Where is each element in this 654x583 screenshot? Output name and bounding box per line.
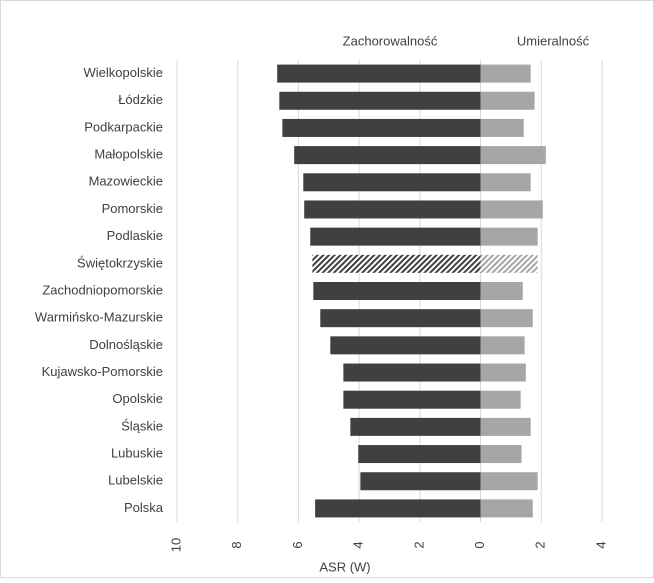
y-tick-label: Małopolskie — [94, 147, 163, 162]
y-tick-label: Śląskie — [121, 418, 163, 433]
bar — [480, 390, 521, 409]
bar — [343, 363, 481, 382]
y-tick-label: Świętokrzyskie — [77, 255, 163, 270]
y-tick-label: Warmińsko-Mazurskie — [35, 310, 163, 325]
y-tick-label: Wielkopolskie — [84, 65, 163, 80]
bar — [480, 227, 538, 246]
x-axis-label: ASR (W) — [319, 559, 370, 574]
y-tick-label: Opolskie — [112, 391, 163, 406]
bar — [303, 173, 481, 192]
bar — [480, 254, 538, 273]
bar — [358, 445, 481, 464]
bar — [480, 363, 526, 382]
bar — [304, 200, 481, 219]
bar — [320, 309, 481, 328]
x-tick-label: 10 — [168, 538, 183, 552]
x-tick-label: 2 — [533, 541, 548, 548]
bar — [313, 282, 481, 300]
legend-label: Umieralność — [517, 33, 590, 48]
bar — [480, 91, 535, 110]
bar — [312, 254, 481, 273]
bar — [480, 445, 522, 464]
bar — [480, 173, 531, 192]
y-tick-label: Lubuskie — [111, 445, 163, 460]
legend-label: Zachorowalność — [343, 33, 438, 48]
bar — [310, 227, 481, 246]
bar — [343, 390, 481, 409]
bar — [480, 499, 533, 518]
bar — [480, 282, 523, 300]
bar — [294, 146, 481, 165]
bar — [480, 146, 546, 165]
x-tick-label: 2 — [411, 541, 426, 548]
bar — [282, 118, 481, 137]
y-tick-label: Dolnośląskie — [89, 337, 163, 352]
y-tick-label: Kujawsko-Pomorskie — [42, 364, 163, 379]
y-tick-label: Łódzkie — [118, 92, 163, 107]
bar — [480, 472, 538, 491]
bar — [277, 64, 481, 83]
bar — [480, 200, 543, 219]
bar — [480, 417, 531, 436]
x-tick-label: 4 — [593, 541, 608, 548]
y-tick-label: Polska — [124, 500, 164, 515]
bar — [480, 64, 531, 83]
bar — [480, 336, 525, 355]
bar — [480, 309, 533, 328]
y-tick-label: Zachodniopomorskie — [42, 282, 163, 297]
x-tick-label: 0 — [472, 541, 487, 548]
x-tick-label: 4 — [351, 541, 366, 548]
bar — [350, 417, 481, 436]
y-tick-label: Mazowieckie — [89, 174, 163, 189]
bar — [330, 336, 481, 355]
bar — [480, 118, 524, 137]
bar — [315, 499, 481, 518]
x-tick-label: 6 — [290, 541, 305, 548]
y-tick-label: Lubelskie — [108, 473, 163, 488]
y-tick-label: Podkarpackie — [84, 119, 163, 134]
x-tick-label: 8 — [229, 541, 244, 548]
bar — [279, 91, 481, 110]
y-tick-label: Pomorskie — [102, 201, 163, 216]
bar — [360, 472, 481, 491]
y-tick-label: Podlaskie — [107, 228, 163, 243]
